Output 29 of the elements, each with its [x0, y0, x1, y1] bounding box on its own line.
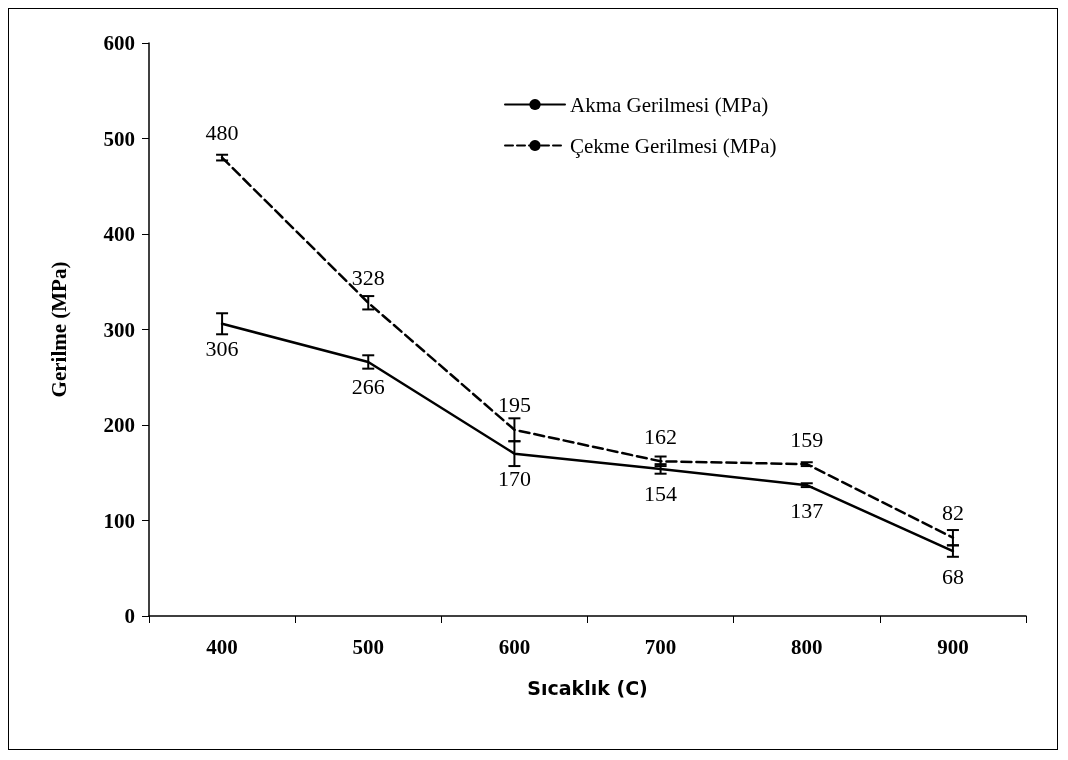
data-label: 306	[205, 336, 239, 362]
data-label: 154	[644, 481, 678, 507]
data-label: 68	[941, 563, 964, 589]
x-tick-label: 700	[644, 634, 677, 659]
data-label: 82	[941, 500, 964, 526]
legend-label: Akma Gerilmesi (MPa)	[570, 92, 769, 117]
y-tick-label: 500	[103, 126, 135, 151]
y-tick-label: 600	[103, 31, 135, 55]
y-tick-label: 300	[103, 317, 135, 342]
x-tick-label: 800	[791, 634, 823, 659]
x-tick-label: 900	[937, 634, 969, 659]
x-tick-label: 600	[498, 634, 531, 659]
data-label: 266	[351, 374, 385, 400]
y-tick-label: 100	[103, 508, 135, 533]
y-axis-title: Gerilme (MPa)	[46, 261, 71, 398]
data-label: 480	[205, 120, 239, 146]
data-label: 162	[644, 423, 678, 449]
y-tick-label: 400	[103, 222, 135, 246]
y-tick-label: 0	[124, 604, 135, 628]
x-axis-title: Sıcaklık (C)	[527, 676, 648, 699]
legend-label: Çekme Gerilmesi (MPa)	[570, 133, 777, 158]
x-tick-label: 400	[206, 634, 238, 659]
data-label: 170	[497, 466, 531, 492]
data-label: 328	[351, 265, 385, 291]
y-tick-label: 200	[103, 413, 135, 437]
data-label: 159	[790, 426, 824, 452]
x-tick-label: 500	[352, 634, 384, 659]
data-label: 195	[497, 392, 531, 418]
data-label: 137	[790, 497, 824, 523]
